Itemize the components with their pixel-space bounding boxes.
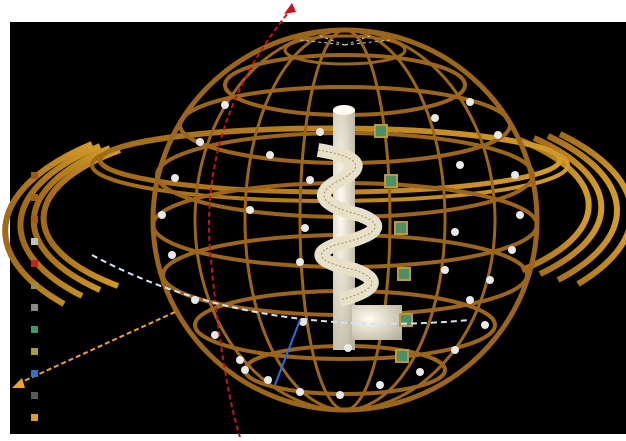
central-tower [314, 105, 402, 350]
green-panels [374, 124, 413, 363]
sphere-node [466, 98, 474, 106]
legend-swatch [31, 172, 38, 179]
legend-swatch [31, 304, 38, 311]
sphere-node [168, 251, 176, 259]
sphere-node [171, 174, 179, 182]
legend-swatch [31, 370, 38, 377]
sphere-node [441, 266, 449, 274]
sphere-node [296, 258, 304, 266]
sphere-node [301, 224, 309, 232]
sphere-node [306, 176, 314, 184]
sphere-node [336, 391, 344, 399]
legend-swatch [31, 194, 38, 201]
white-axis [91, 254, 471, 325]
sphere-node [158, 211, 166, 219]
sphere-nodes [158, 98, 524, 399]
legend-swatch [31, 260, 38, 267]
top-radial-lines [299, 35, 391, 46]
legend-swatch [31, 348, 38, 355]
sphere-node [466, 296, 474, 304]
sphere-node [264, 376, 272, 384]
red-axis [208, 7, 293, 438]
sphere-node [494, 131, 502, 139]
sphere-node [316, 128, 324, 136]
legend-swatch [31, 392, 38, 399]
legend-swatch [31, 414, 38, 421]
red-axis-arrow-icon [284, 3, 296, 14]
sphere-node [416, 368, 424, 376]
legend-swatch [31, 238, 38, 245]
sphere-node [211, 331, 219, 339]
sphere-node [508, 246, 516, 254]
sphere-node [236, 356, 244, 364]
legend-swatch [31, 216, 38, 223]
legend-swatch [31, 282, 38, 289]
orange-axis [14, 311, 176, 386]
sphere-node [511, 171, 519, 179]
sphere-node [266, 151, 274, 159]
sphere-node [451, 228, 459, 236]
blue-axis [274, 319, 301, 386]
axis-indicators [12, 3, 471, 438]
sphere-node [456, 161, 464, 169]
sphere-node [376, 381, 384, 389]
sphere-node [516, 211, 524, 219]
orange-axis-arrow-icon [12, 378, 25, 388]
legend-swatch [31, 326, 38, 333]
sphere-node [451, 346, 459, 354]
sphere-node [196, 138, 204, 146]
sphere-node [296, 388, 304, 396]
sphere-node [221, 101, 229, 109]
scene-background [10, 22, 626, 434]
sphere-node [481, 321, 489, 329]
sphere-node [241, 366, 249, 374]
sphere-node [246, 206, 254, 214]
sphere-node [486, 276, 494, 284]
sphere-node [344, 344, 352, 352]
sphere-node [431, 114, 439, 122]
